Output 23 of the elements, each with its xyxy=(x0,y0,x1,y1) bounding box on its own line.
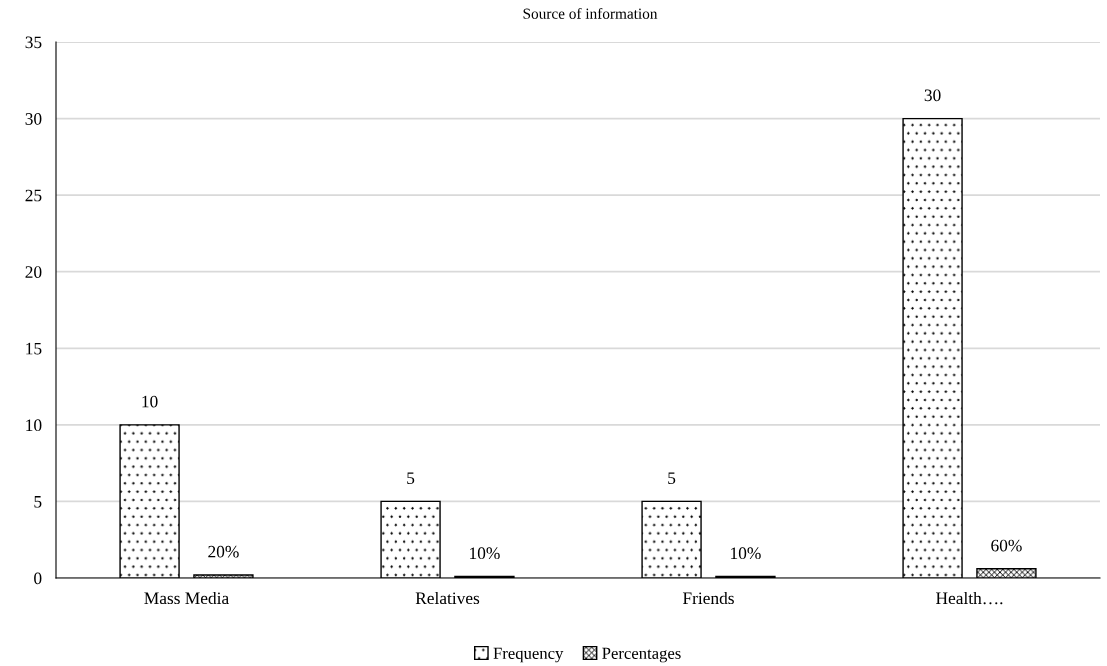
x-tick-label: Friends xyxy=(682,591,734,605)
y-tick-label: 10 xyxy=(26,419,42,432)
data-label: 20% xyxy=(208,545,239,558)
data-label: 5 xyxy=(668,472,676,485)
data-label: 5 xyxy=(407,472,415,485)
y-tick-label: 20 xyxy=(25,266,42,278)
legend-label: Percentages xyxy=(602,647,681,663)
data-label: 10% xyxy=(731,547,761,560)
data-label: 10% xyxy=(470,547,500,560)
data-label: 30 xyxy=(924,89,941,102)
data-label: 60% xyxy=(991,539,1022,552)
data-label: 10 xyxy=(142,395,158,408)
legend-label: Frequency xyxy=(493,647,564,663)
y-tick-label: 30 xyxy=(25,113,42,125)
x-tick-label: Mass Media xyxy=(144,591,229,605)
y-tick-label: 35 xyxy=(25,36,42,49)
y-tick-label: 5 xyxy=(34,496,42,508)
chart-title: Source of information xyxy=(523,7,658,19)
y-tick-label: 15 xyxy=(26,342,42,355)
y-tick-label: 25 xyxy=(25,189,42,202)
y-tick-label: 0 xyxy=(34,572,42,585)
x-tick-label: Relatives xyxy=(415,591,480,605)
x-tick-label: Health…. xyxy=(936,591,1003,605)
